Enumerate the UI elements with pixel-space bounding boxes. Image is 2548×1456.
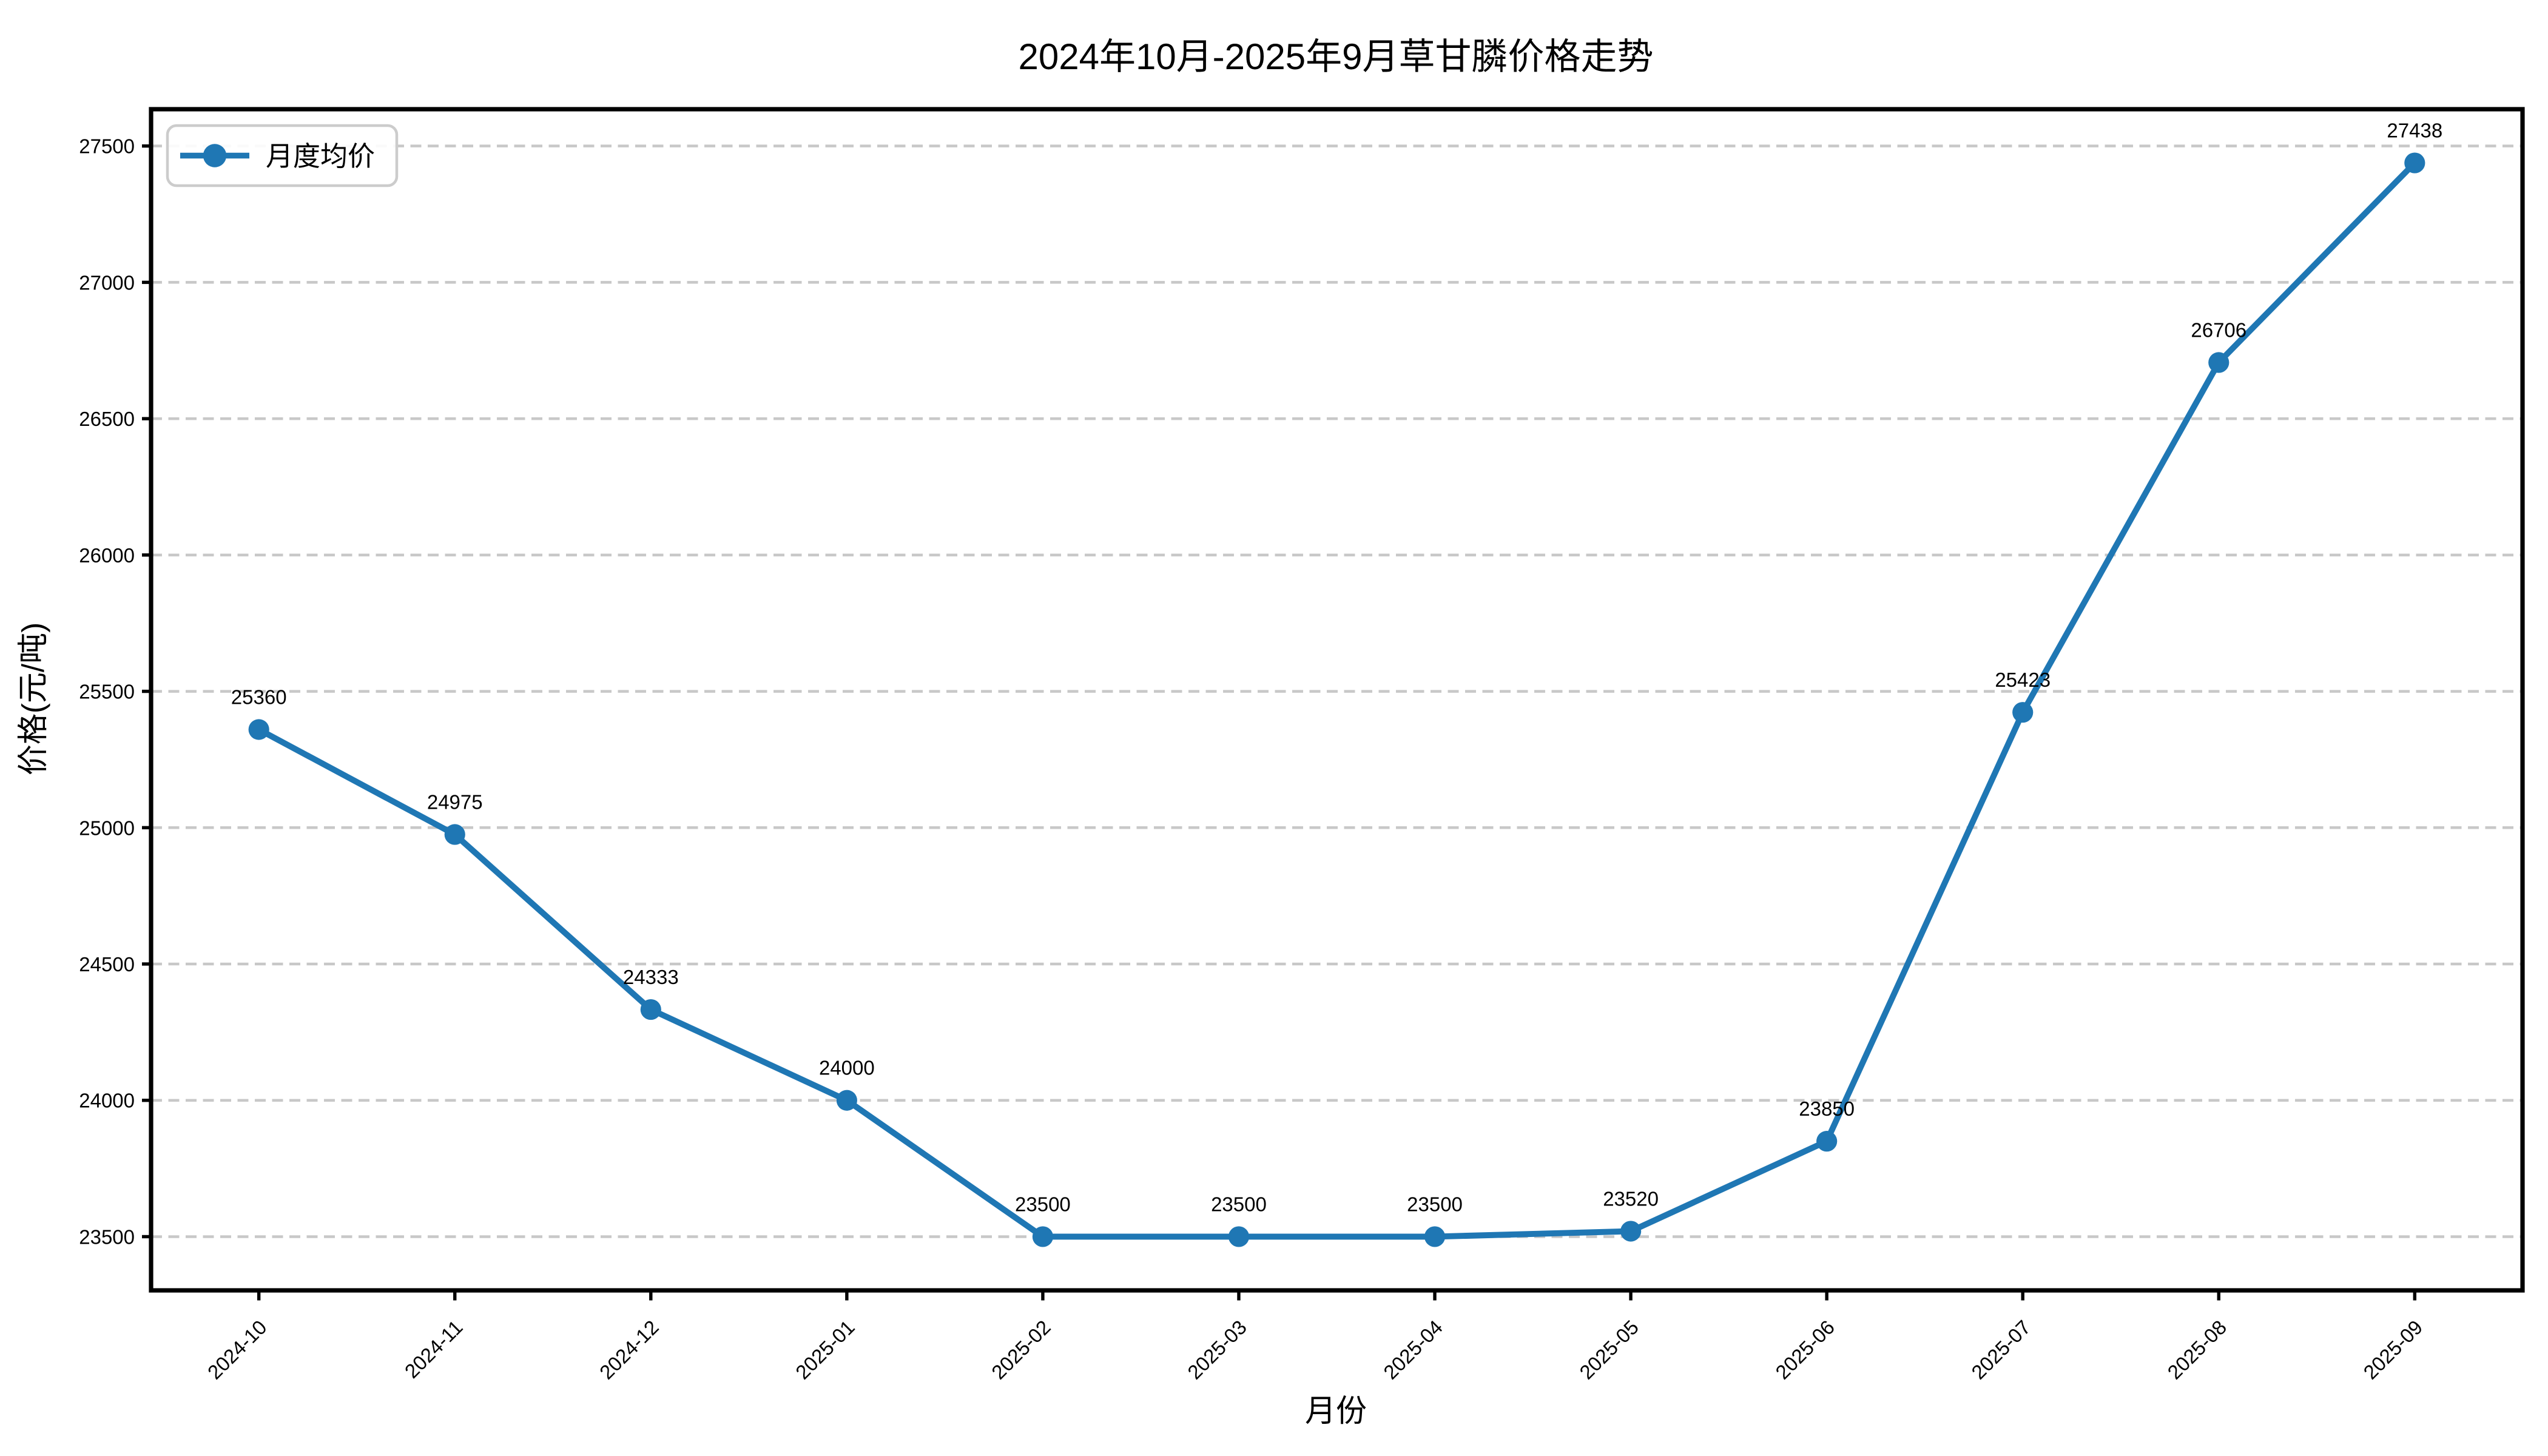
plot-area (151, 109, 2523, 1290)
price-line (255, 160, 2418, 1240)
x-axis-tick-label: 2025-03 (1183, 1316, 1251, 1384)
data-point-label: 24333 (623, 966, 679, 988)
y-axis-tick-label: 25500 (79, 681, 135, 703)
data-point-marker (1032, 1226, 1054, 1247)
y-axis-tick-label: 26000 (79, 544, 135, 567)
data-point-marker (444, 824, 465, 845)
data-point-label: 23500 (1407, 1193, 1463, 1215)
plot-frame (149, 107, 2525, 1293)
data-point-label: 23500 (1015, 1193, 1071, 1215)
y-axis-tick-label: 24500 (79, 953, 135, 976)
grid-layer (151, 144, 2523, 1238)
data-point-label: 24000 (819, 1057, 875, 1079)
data-point-label: 23850 (1799, 1097, 1855, 1120)
x-axis-tick-label: 2024-11 (400, 1316, 467, 1383)
x-axis-tick-label: 2025-08 (2163, 1316, 2231, 1384)
x-axis-tick-label: 2025-02 (987, 1316, 1055, 1384)
x-axis-label: 月份 (1305, 1394, 1367, 1428)
x-axis-tick-label: 2024-12 (595, 1316, 663, 1384)
data-point-label: 24975 (427, 791, 483, 814)
y-axis-tick-label: 26500 (79, 408, 135, 430)
x-axis-tick-label: 2025-07 (1967, 1316, 2035, 1384)
y-axis-tick-label: 24000 (79, 1090, 135, 1112)
data-point-label: 25423 (1995, 669, 2051, 691)
legend-marker-icon (203, 144, 227, 167)
y-axis-tick-label: 25000 (79, 817, 135, 839)
chart-title: 2024年10月-2025年9月草甘膦价格走势 (1018, 36, 1653, 77)
data-point-marker (248, 719, 269, 740)
x-axis-tick-label: 2025-05 (1575, 1316, 1643, 1384)
data-point-label: 27438 (2387, 120, 2442, 142)
legend-box (166, 124, 399, 187)
data-point-marker (1228, 1226, 1250, 1247)
data-point-label: 23520 (1603, 1187, 1659, 1210)
y-axis-tick-label: 23500 (79, 1225, 135, 1248)
data-point-label: 26706 (2191, 319, 2246, 342)
x-axis-tick-label: 2025-06 (1771, 1316, 1839, 1384)
legend: 月度均价 (166, 124, 399, 187)
x-axis-tick-label: 2025-09 (2359, 1316, 2427, 1384)
data-point-marker (1816, 1131, 1838, 1152)
data-point-marker (1620, 1221, 1642, 1242)
data-point-label: 23500 (1211, 1193, 1267, 1215)
y-axis-label: 价格(元/吨) (16, 622, 50, 775)
data-point-marker (2208, 352, 2230, 373)
legend-label: 月度均价 (266, 141, 375, 172)
x-axis-tick-label: 2024-10 (203, 1316, 271, 1384)
series-layer (248, 152, 2425, 1247)
data-point-marker (640, 999, 661, 1020)
y-axis-tick-label: 27000 (79, 271, 135, 294)
data-point-label: 25360 (231, 686, 287, 708)
annotation-layer: 25360 24975 24333 24000 23500 23500 23500 23520… (231, 120, 2442, 1216)
data-point-marker (836, 1090, 857, 1111)
x-axis-tick-label: 2025-01 (791, 1316, 859, 1384)
y-axis-tick-label: 27500 (79, 135, 135, 158)
data-point-marker (2404, 152, 2425, 174)
x-axis-tick-label: 2025-04 (1379, 1316, 1447, 1384)
data-point-marker (1424, 1226, 1446, 1247)
data-point-marker (2012, 702, 2034, 723)
